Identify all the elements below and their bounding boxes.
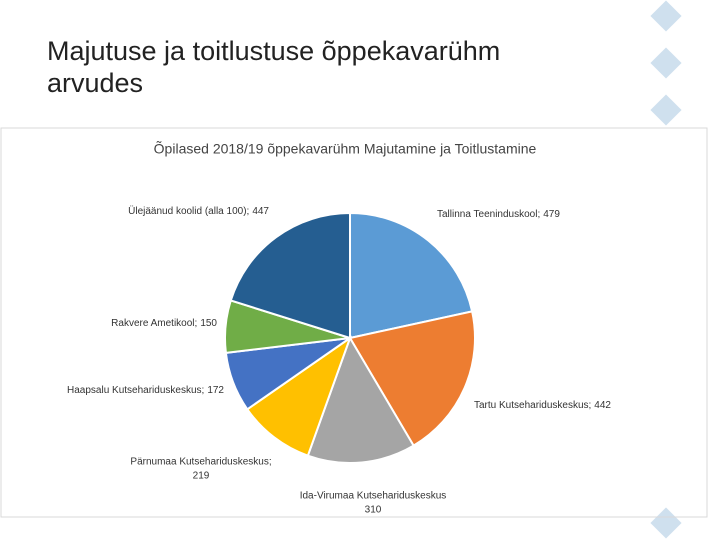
value-label: 447: [252, 206, 269, 217]
data-label: Ida-Virumaa Kutsehariduskeskus: [300, 491, 447, 502]
chart-title: Õpilased 2018/19 õppekavarühm Majutamine…: [154, 141, 537, 157]
data-label: 219: [193, 471, 210, 482]
category-label: Rakvere Ametikool;: [111, 318, 197, 329]
slide-title: arvudes: [47, 68, 143, 98]
category-label: Tallinna Teeninduskool;: [437, 209, 540, 220]
value-label: 150: [200, 318, 217, 329]
data-label: Tartu Kutsehariduskeskus; 442: [474, 400, 611, 411]
pie-slice: [348, 310, 476, 447]
data-label: Tallinna Teeninduskool; 479: [437, 209, 560, 220]
category-label: Haapsalu Kutsehariduskeskus;: [67, 385, 204, 396]
category-label: Tartu Kutsehariduskeskus;: [474, 400, 591, 411]
decoration: [650, 0, 682, 539]
pie-slice: [229, 211, 351, 340]
data-label: Rakvere Ametikool; 150: [111, 318, 217, 329]
slide-title: Majutuse ja toitlustuse õppekavarühm: [47, 36, 500, 66]
pie-slice: [349, 211, 474, 340]
data-label: Pärnumaa Kutsehariduskeskus;: [130, 457, 271, 468]
pie-slice: [245, 335, 352, 457]
data-label: Ülejäänud koolid (alla 100); 447: [128, 205, 269, 217]
category-label: Ülejäänud koolid (alla 100);: [128, 205, 249, 217]
value-label: 172: [207, 385, 224, 396]
pie-slice: [306, 335, 415, 464]
data-label: 310: [365, 505, 382, 516]
value-label: 442: [594, 400, 611, 411]
value-label: 479: [543, 209, 560, 220]
data-label: Haapsalu Kutsehariduskeskus; 172: [67, 385, 224, 396]
chart-frame: [0, 127, 708, 518]
